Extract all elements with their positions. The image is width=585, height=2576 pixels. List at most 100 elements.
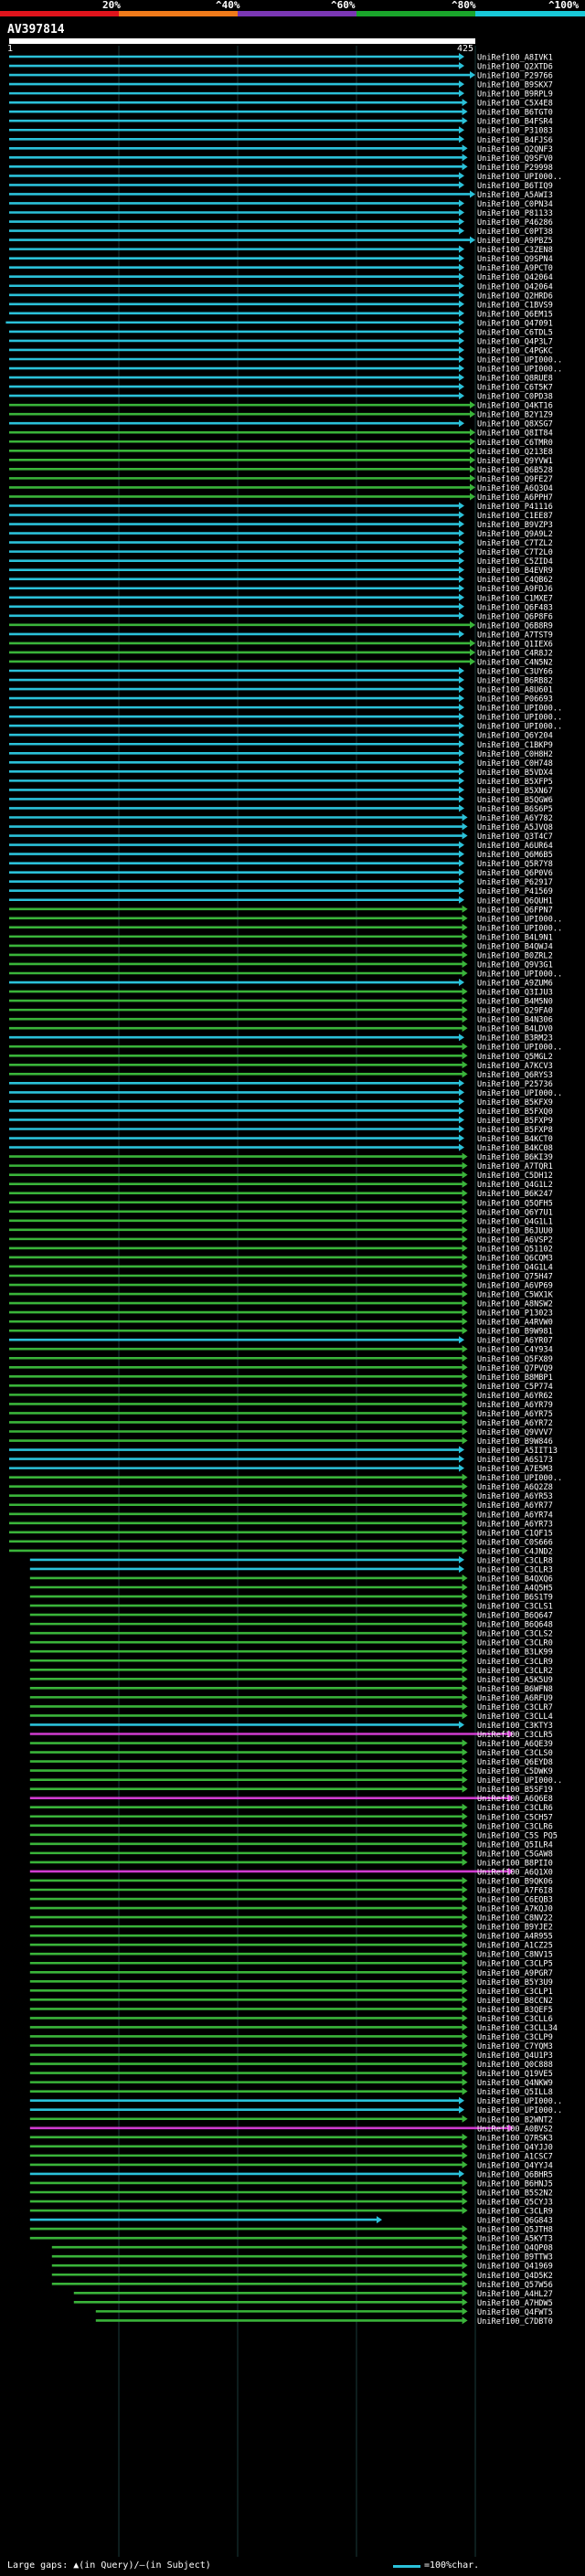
hit-label[interactable]: UniRef100_Q6FPN7: [477, 906, 553, 915]
hit-label[interactable]: UniRef100_Q4G1L1: [477, 1217, 553, 1226]
hit-label[interactable]: UniRef100_A6YR75: [477, 1410, 553, 1419]
hit-label[interactable]: UniRef100_C3UY66: [477, 668, 553, 677]
hit-label[interactable]: UniRef100_Q29FA0: [477, 1007, 553, 1016]
hit-label[interactable]: UniRef100_B6TGT0: [477, 109, 553, 118]
hit-label[interactable]: UniRef100_C8NV15: [477, 1951, 553, 1960]
hit-label[interactable]: UniRef100_UPI000..: [477, 355, 562, 365]
hit-label[interactable]: UniRef100_Q47091: [477, 319, 553, 328]
hit-label[interactable]: UniRef100_Q6F483: [477, 603, 553, 612]
hit-label[interactable]: UniRef100_A4HL27: [477, 2290, 553, 2299]
hit-label[interactable]: UniRef100_A9PGR7: [477, 1969, 553, 1978]
hit-label[interactable]: UniRef100_C3CLR5: [477, 1731, 553, 1740]
hit-label[interactable]: UniRef100_C5GAW8: [477, 1850, 553, 1859]
hit-label[interactable]: UniRef100_B9W981: [477, 1328, 553, 1337]
hit-label[interactable]: UniRef100_B6JUU0: [477, 1226, 553, 1235]
hit-label[interactable]: UniRef100_Q8IT84: [477, 429, 553, 439]
hit-label[interactable]: UniRef100_A7KCV3: [477, 1062, 553, 1071]
hit-label[interactable]: UniRef100_P29766: [477, 72, 553, 81]
hit-label[interactable]: UniRef100_B4L9N1: [477, 933, 553, 942]
hit-label[interactable]: UniRef100_B6K247: [477, 1190, 553, 1199]
hit-label[interactable]: UniRef100_C8NV22: [477, 1914, 553, 1924]
hit-label[interactable]: UniRef100_A8IVK1: [477, 54, 553, 63]
hit-label[interactable]: UniRef100_B3LK99: [477, 1648, 553, 1658]
hit-label[interactable]: UniRef100_Q3IJU3: [477, 989, 553, 998]
hit-label[interactable]: UniRef100_A6Q6E8: [477, 1795, 553, 1804]
hit-label[interactable]: UniRef100_B4FJS6: [477, 136, 553, 145]
hit-label[interactable]: UniRef100_Q5ILR4: [477, 1840, 553, 1850]
hit-label[interactable]: UniRef100_P29998: [477, 164, 553, 173]
hit-label[interactable]: UniRef100_Q5FX89: [477, 1355, 553, 1364]
hit-label[interactable]: UniRef100_B4LDV0: [477, 1025, 553, 1034]
hit-label[interactable]: UniRef100_C0H748: [477, 759, 553, 769]
hit-label[interactable]: UniRef100_Q2QNF3: [477, 145, 553, 154]
hit-label[interactable]: UniRef100_UPI000..: [477, 2097, 562, 2106]
hit-label[interactable]: UniRef100_Q4NKW9: [477, 2079, 553, 2088]
hit-label[interactable]: UniRef100_Q9SPN4: [477, 255, 553, 264]
hit-label[interactable]: UniRef100_C1BVS9: [477, 301, 553, 310]
hit-label[interactable]: UniRef100_UPI000..: [477, 705, 562, 714]
hit-label[interactable]: UniRef100_Q6Y7U1: [477, 1208, 553, 1217]
hit-label[interactable]: UniRef100_Q6P8F6: [477, 612, 553, 621]
hit-label[interactable]: UniRef100_C5WX1K: [477, 1291, 554, 1300]
hit-label[interactable]: UniRef100_A6YR77: [477, 1501, 553, 1511]
hit-label[interactable]: UniRef100_C3CLR9: [477, 2208, 553, 2217]
hit-label[interactable]: UniRef100_Q2HRD6: [477, 292, 553, 301]
hit-label[interactable]: UniRef100_Q4KT16: [477, 402, 553, 411]
hit-label[interactable]: UniRef100_A7HDW5: [477, 2299, 553, 2308]
hit-label[interactable]: UniRef100_Q4YJJ0: [477, 2143, 553, 2152]
hit-label[interactable]: UniRef100_A5JVQ8: [477, 823, 553, 832]
hit-label[interactable]: UniRef100_A5K5U9: [477, 1676, 553, 1685]
hit-label[interactable]: UniRef100_C3CLL4: [477, 1712, 553, 1722]
hit-label[interactable]: UniRef100_B6S1T9: [477, 1594, 553, 1603]
hit-label[interactable]: UniRef100_B2WNT2: [477, 2115, 553, 2125]
hit-label[interactable]: UniRef100_C0S666: [477, 1538, 553, 1547]
hit-label[interactable]: UniRef100_B2Y1Z9: [477, 411, 553, 420]
hit-label[interactable]: UniRef100_C6TMR0: [477, 439, 553, 448]
hit-label[interactable]: UniRef100_UPI000..: [477, 970, 562, 980]
hit-label[interactable]: UniRef100_C3CLS1: [477, 1603, 553, 1612]
hit-label[interactable]: UniRef100_C3CLL6: [477, 2015, 553, 2024]
hit-label[interactable]: UniRef100_Q9FE27: [477, 475, 553, 484]
hit-label[interactable]: UniRef100_C5X4E8: [477, 100, 553, 109]
hit-label[interactable]: UniRef100_B8MBP1: [477, 1373, 553, 1383]
hit-label[interactable]: UniRef100_Q4P3L7: [477, 337, 553, 346]
hit-label[interactable]: UniRef100_Q4U1P3: [477, 2051, 553, 2061]
hit-label[interactable]: UniRef100_C4QB62: [477, 576, 553, 585]
hit-label[interactable]: UniRef100_UPI000..: [477, 173, 562, 182]
hit-label[interactable]: UniRef100_Q4FWT5: [477, 2308, 553, 2317]
hit-label[interactable]: UniRef100_A6Q1X0: [477, 1868, 553, 1877]
hit-label[interactable]: UniRef100_A6YR73: [477, 1520, 553, 1529]
hit-label[interactable]: UniRef100_UPI000..: [477, 714, 562, 723]
hit-label[interactable]: UniRef100_C3CLS0: [477, 1749, 553, 1758]
hit-label[interactable]: UniRef100_Q5MGL2: [477, 1053, 553, 1062]
hit-label[interactable]: UniRef100_P06693: [477, 695, 553, 705]
hit-label[interactable]: UniRef100_Q6P0V6: [477, 869, 553, 878]
hit-label[interactable]: UniRef100_B8PII0: [477, 1859, 553, 1868]
hit-label[interactable]: UniRef100_Q3T4C7: [477, 832, 553, 842]
hit-label[interactable]: UniRef100_B4FSR4: [477, 118, 553, 127]
hit-label[interactable]: UniRef100_C3CLS2: [477, 1630, 553, 1639]
hit-label[interactable]: UniRef100_UPI000..: [477, 1044, 562, 1053]
hit-label[interactable]: UniRef100_P41116: [477, 503, 553, 512]
hit-label[interactable]: UniRef100_C3CLR6: [477, 1804, 553, 1813]
hit-label[interactable]: UniRef100_Q9VVV7: [477, 1428, 553, 1437]
hit-label[interactable]: UniRef100_B9VZP3: [477, 521, 553, 530]
hit-label[interactable]: UniRef100_B9YJE2: [477, 1924, 553, 1933]
hit-label[interactable]: UniRef100_A8NSW2: [477, 1300, 553, 1309]
hit-label[interactable]: UniRef100_B6S6P5: [477, 805, 553, 814]
hit-label[interactable]: UniRef100_Q42064: [477, 273, 553, 282]
hit-label[interactable]: UniRef100_C5ZID4: [477, 557, 553, 567]
hit-label[interactable]: UniRef100_Q4YYJ4: [477, 2161, 553, 2170]
hit-label[interactable]: UniRef100_C3CLR0: [477, 1639, 553, 1648]
hit-label[interactable]: UniRef100_B6RB82: [477, 677, 553, 686]
hit-label[interactable]: UniRef100_Q19VE5: [477, 2070, 553, 2079]
hit-label[interactable]: UniRef100_Q6RYS3: [477, 1071, 553, 1080]
hit-label[interactable]: UniRef100_Q6M6B5: [477, 851, 553, 860]
hit-label[interactable]: UniRef100_A4RVW0: [477, 1319, 553, 1328]
hit-label[interactable]: UniRef100_C4Y934: [477, 1346, 553, 1355]
hit-label[interactable]: UniRef100_B5QGW6: [477, 796, 553, 805]
hit-label[interactable]: UniRef100_C1QF15: [477, 1529, 553, 1538]
hit-label[interactable]: UniRef100_C7DBT0: [477, 2317, 553, 2327]
hit-label[interactable]: UniRef100_UPI000..: [477, 723, 562, 732]
hit-label[interactable]: UniRef100_Q6EYD8: [477, 1758, 553, 1767]
